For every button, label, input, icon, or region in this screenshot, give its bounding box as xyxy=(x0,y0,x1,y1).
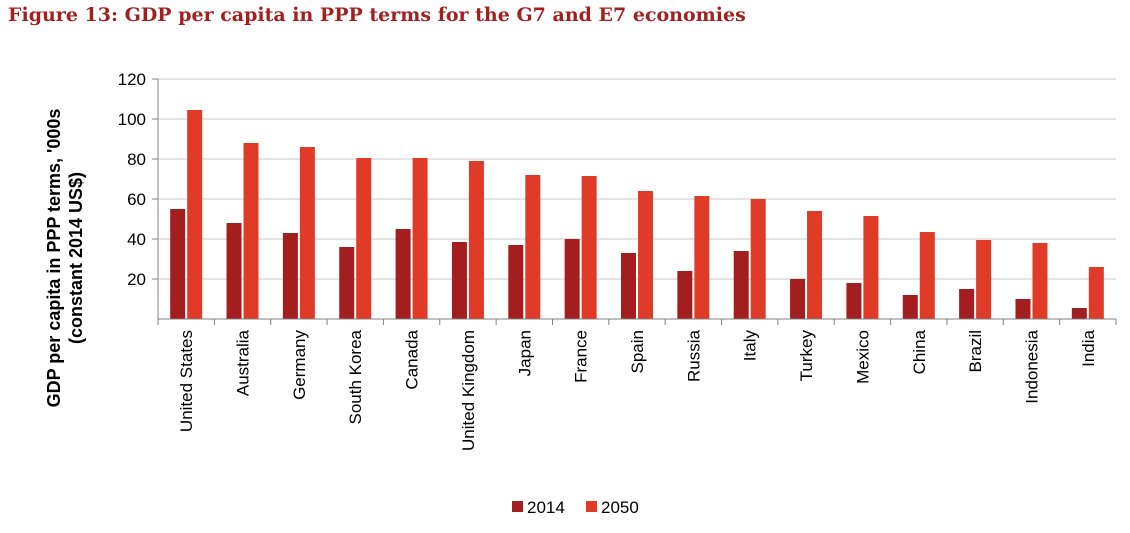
category-label: South Korea xyxy=(346,329,365,424)
bar-2050-india xyxy=(1088,267,1104,319)
bar-2050-turkey xyxy=(807,211,823,319)
category-label: Russia xyxy=(684,329,703,382)
bar-2014-united-kingdom xyxy=(451,242,467,319)
bar-2014-china xyxy=(902,295,918,319)
y-tick-label: 60 xyxy=(127,190,146,209)
legend-label-2014: 2014 xyxy=(527,498,565,517)
category-label: Turkey xyxy=(797,330,816,382)
y-tick-label: 20 xyxy=(127,270,146,289)
y-axis-label-line1: GDP per capita in PPP terms, '000s xyxy=(44,109,64,408)
bar-2014-india xyxy=(1071,308,1087,319)
category-label: India xyxy=(1079,329,1098,366)
bar-2050-united-kingdom xyxy=(468,161,484,319)
bar-2050-south-korea xyxy=(356,158,372,319)
bar-2014-south-korea xyxy=(339,247,355,319)
category-label: Germany xyxy=(290,330,309,400)
legend-label-2050: 2050 xyxy=(601,498,639,517)
bar-2014-australia xyxy=(226,223,242,319)
bar-2014-mexico xyxy=(846,283,862,319)
bar-2050-russia xyxy=(694,196,710,319)
y-axis-label-line2: (constant 2014 US$) xyxy=(66,172,86,344)
bar-2014-italy xyxy=(733,251,749,319)
category-label: United Kingdom xyxy=(459,330,478,451)
bar-2014-canada xyxy=(395,229,411,319)
category-label: France xyxy=(572,330,591,383)
category-label: China xyxy=(910,329,929,374)
bar-2014-spain xyxy=(621,253,636,319)
bar-2014-indonesia xyxy=(1015,299,1031,319)
bar-2050-china xyxy=(919,232,935,319)
bar-2050-italy xyxy=(750,199,766,319)
bar-2014-japan xyxy=(508,245,524,319)
bar-2014-brazil xyxy=(959,289,975,319)
bar-2014-united-states xyxy=(170,209,186,319)
bar-2050-brazil xyxy=(976,240,992,319)
bar-2050-australia xyxy=(243,143,259,319)
bar-2050-indonesia xyxy=(1032,243,1048,319)
bar-2050-mexico xyxy=(863,216,879,319)
legend: 2014 2050 xyxy=(512,498,639,517)
category-label: Canada xyxy=(403,329,422,389)
category-label: Australia xyxy=(234,329,253,396)
bar-2050-united-states xyxy=(187,110,203,319)
gridlines xyxy=(158,78,1116,280)
bars xyxy=(170,110,1104,319)
legend-swatch-2050 xyxy=(586,501,597,512)
bar-2050-canada xyxy=(412,158,428,319)
y-tick-label: 40 xyxy=(127,230,146,249)
bar-2014-turkey xyxy=(790,279,806,319)
bar-2050-spain xyxy=(638,191,653,319)
y-tick-label: 100 xyxy=(118,110,146,129)
axes xyxy=(152,78,1117,325)
y-tick-label: 120 xyxy=(118,70,146,89)
category-label: Italy xyxy=(741,330,760,362)
category-label: Indonesia xyxy=(1022,329,1041,403)
category-labels: United States Australia Germany South Korea… xyxy=(177,329,1098,451)
bar-2050-france xyxy=(581,176,597,319)
category-label: Mexico xyxy=(853,330,872,384)
category-label: Japan xyxy=(515,330,534,376)
bar-2014-russia xyxy=(677,271,693,319)
legend-swatch-2014 xyxy=(512,501,523,512)
category-label: United States xyxy=(177,330,196,432)
bar-2014-france xyxy=(564,239,580,319)
category-label: Spain xyxy=(628,330,647,373)
bar-2014-germany xyxy=(282,233,298,319)
y-tick-labels: 20 40 60 80 100 120 xyxy=(118,70,146,289)
bar-2050-japan xyxy=(525,175,541,319)
figure-title: Figure 13: GDP per capita in PPP terms f… xyxy=(8,4,746,26)
bar-2050-germany xyxy=(299,147,315,319)
y-tick-label: 80 xyxy=(127,150,146,169)
category-label: Brazil xyxy=(966,330,985,373)
